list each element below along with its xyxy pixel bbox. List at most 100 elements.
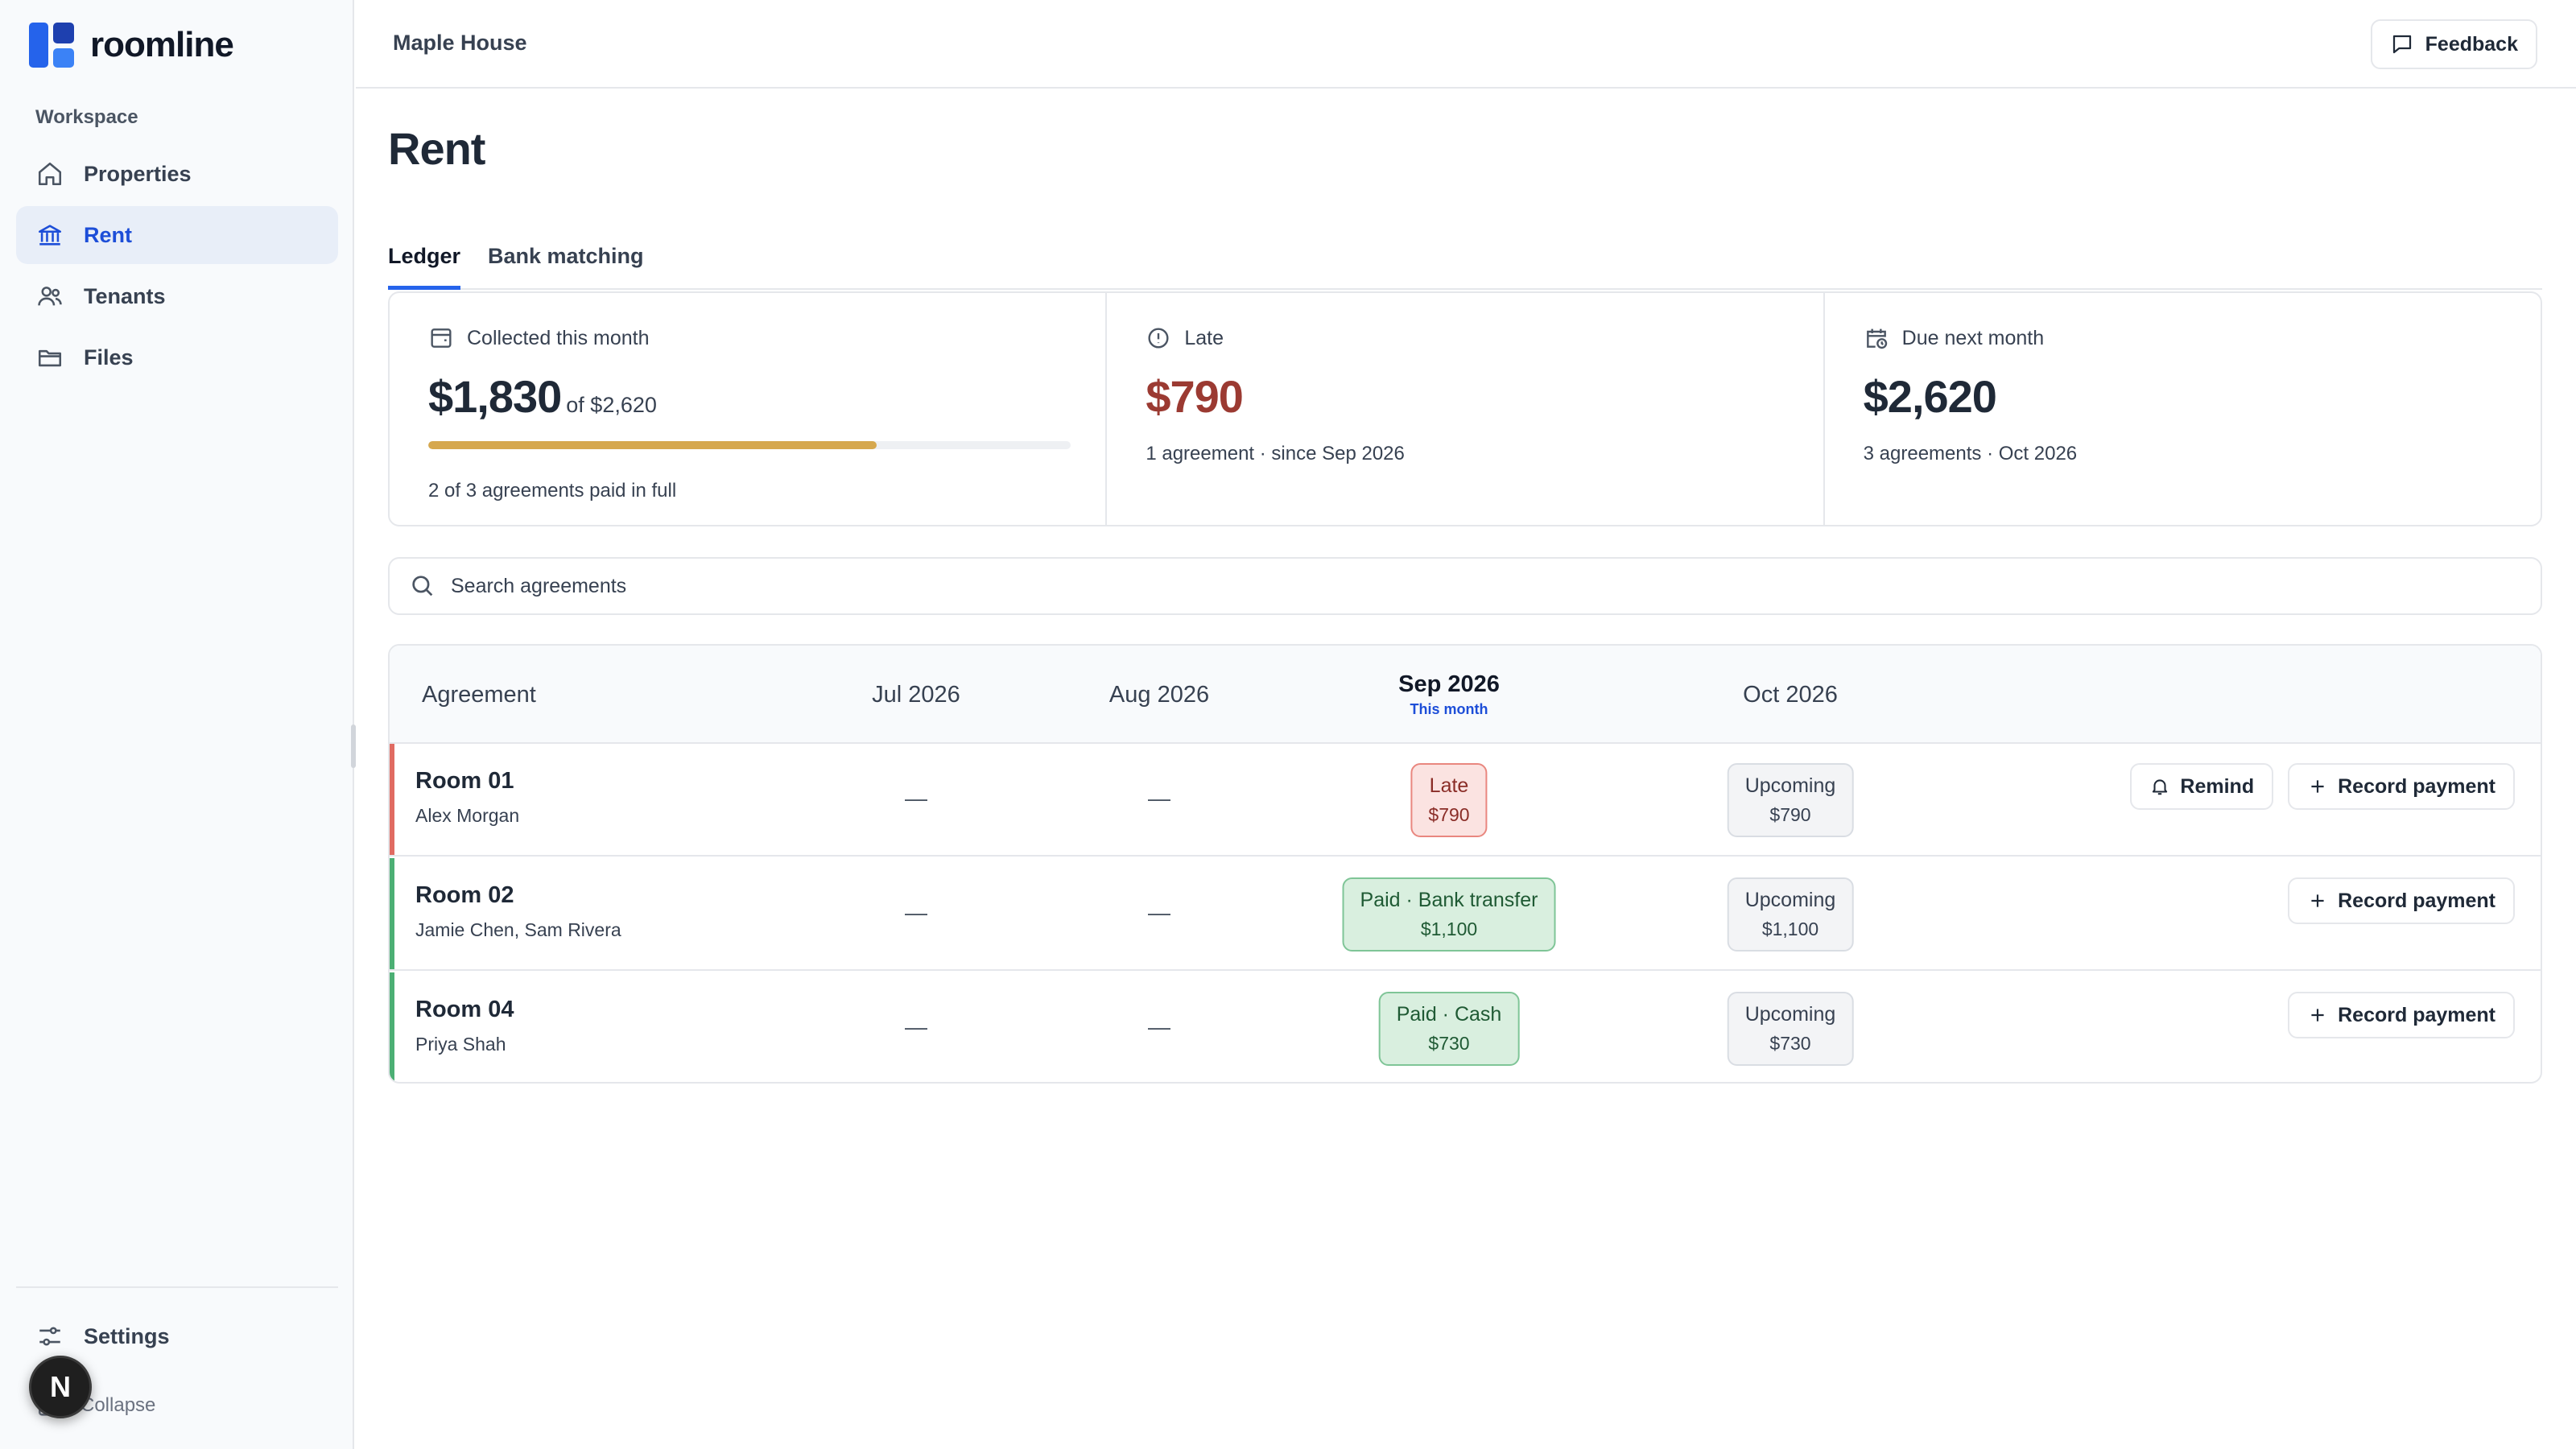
- search-bar: [388, 557, 2542, 615]
- sidebar-item-label: Tenants: [84, 283, 166, 308]
- users-icon: [35, 282, 64, 311]
- brand[interactable]: roomline: [29, 23, 234, 68]
- collapse-label: Collapse: [80, 1394, 156, 1416]
- search-input[interactable]: [451, 574, 2383, 598]
- sidebar-item-label: Settings: [84, 1323, 170, 1348]
- plus-icon: [2311, 1009, 2324, 1022]
- stat-value: $790: [1146, 371, 1244, 422]
- bell-icon: [2153, 779, 2168, 795]
- column-header-sep: Sep 2026 This month: [1398, 671, 1500, 717]
- stat-subtext: 2 of 3 agreements paid in full: [428, 480, 677, 502]
- tab-bank-matching[interactable]: Bank matching: [488, 244, 644, 268]
- record-payment-button[interactable]: Record payment: [2288, 763, 2515, 810]
- sidebar: roomline Workspace Properties Rent Tenan…: [0, 0, 356, 1449]
- stat-value: $2,620: [1863, 371, 1997, 422]
- status-badge-paid[interactable]: Paid · Cash $730: [1378, 992, 1520, 1066]
- empty-cell-aug: —: [1148, 786, 1170, 811]
- empty-cell-aug: —: [1148, 900, 1170, 925]
- empty-cell-jul: —: [905, 1014, 927, 1039]
- wallet-icon: [431, 328, 452, 348]
- row-actions: Remind Record payment: [2116, 763, 2515, 810]
- status-badge-upcoming[interactable]: Upcoming $730: [1727, 992, 1854, 1066]
- feedback-button[interactable]: Feedback: [2370, 19, 2537, 69]
- plus-icon: [2311, 894, 2324, 907]
- progress-fill: [428, 441, 877, 449]
- folder-icon: [35, 343, 64, 372]
- column-header-oct: Oct 2026: [1743, 681, 1838, 708]
- sidebar-item-files[interactable]: Files: [16, 328, 338, 386]
- home-icon: [35, 159, 64, 188]
- row-actions: Record payment: [2273, 877, 2515, 924]
- page-title: Rent: [388, 123, 485, 174]
- remind-button[interactable]: Remind: [2130, 763, 2274, 810]
- table-row[interactable]: Room 02 Jamie Chen, Sam Rivera — — Paid …: [390, 858, 2541, 971]
- status-badge-upcoming[interactable]: Upcoming $1,100: [1727, 877, 1854, 952]
- stat-label: Due next month: [1864, 325, 2044, 351]
- sidebar-item-properties[interactable]: Properties: [16, 145, 338, 203]
- record-payment-button[interactable]: Record payment: [2288, 877, 2515, 924]
- calendar-clock-icon: [1866, 328, 1887, 349]
- room-name: Room 04: [415, 997, 514, 1022]
- sidebar-resize-handle[interactable]: [351, 724, 356, 768]
- stat-subtext: 1 agreement · since Sep 2026: [1146, 443, 1405, 464]
- collection-progress-bar: [428, 441, 1071, 449]
- stat-label: Collected this month: [428, 325, 650, 351]
- room-name: Room 02: [415, 882, 514, 908]
- stat-due-next-month: Due next month $2,620 3 agreements · Oct…: [1825, 293, 2541, 525]
- sidebar-item-rent[interactable]: Rent: [16, 206, 338, 264]
- status-badge-upcoming[interactable]: Upcoming $790: [1727, 763, 1854, 837]
- this-month-label: This month: [1410, 701, 1488, 717]
- row-status-bar: [390, 858, 394, 969]
- stat-of-total: of $2,620: [566, 393, 657, 417]
- main-content: Rent Ledger Bank matching Collected this…: [356, 89, 2576, 1449]
- room-name: Room 01: [415, 768, 514, 794]
- row-status-bar: [390, 744, 394, 855]
- tenant-names: Jamie Chen, Sam Rivera: [415, 919, 621, 940]
- roomline-logo-icon: [29, 23, 74, 68]
- avatar[interactable]: N: [29, 1356, 92, 1418]
- stats-panel: Collected this month $1,830 of $2,620 2 o…: [388, 291, 2542, 526]
- empty-cell-jul: —: [905, 786, 927, 811]
- sidebar-item-tenants[interactable]: Tenants: [16, 267, 338, 325]
- column-header-agreement: Agreement: [422, 681, 536, 708]
- tenant-names: Alex Morgan: [415, 805, 520, 826]
- breadcrumb[interactable]: Maple House: [393, 31, 527, 55]
- alert-circle-icon: [1148, 328, 1169, 349]
- sidebar-divider: [16, 1286, 338, 1288]
- status-badge-late[interactable]: Late $790: [1410, 763, 1488, 837]
- sidebar-item-settings[interactable]: Settings: [16, 1307, 338, 1365]
- tabs: Ledger Bank matching: [388, 233, 2542, 290]
- table-header: Agreement Jul 2026 Aug 2026 Sep 2026 Thi…: [390, 646, 2541, 744]
- sidebar-nav: Properties Rent Tenants Files: [16, 145, 338, 390]
- record-payment-button[interactable]: Record payment: [2288, 992, 2515, 1038]
- agreements-table: Agreement Jul 2026 Aug 2026 Sep 2026 Thi…: [388, 644, 2542, 1084]
- column-header-jul: Jul 2026: [872, 681, 960, 708]
- status-badge-paid[interactable]: Paid · Bank transfer $1,100: [1342, 877, 1556, 952]
- stat-label: Late: [1146, 325, 1224, 351]
- stat-subtext: 3 agreements · Oct 2026: [1863, 443, 2078, 464]
- sidebar-section-label: Workspace: [35, 106, 138, 128]
- tab-ledger[interactable]: Ledger: [388, 233, 461, 290]
- message-icon: [2392, 35, 2411, 54]
- sliders-icon: [35, 1322, 64, 1351]
- sidebar-item-label: Properties: [84, 161, 192, 186]
- empty-cell-aug: —: [1148, 1014, 1170, 1039]
- feedback-label: Feedback: [2425, 32, 2518, 56]
- empty-cell-jul: —: [905, 900, 927, 925]
- column-header-aug: Aug 2026: [1108, 681, 1210, 708]
- collapse-button[interactable]: Collapse: [35, 1391, 155, 1420]
- stat-value: $1,830 of $2,620: [428, 371, 657, 422]
- table-row[interactable]: Room 04 Priya Shah — — Paid · Cash $730 …: [390, 972, 2541, 1082]
- sidebar-item-label: Files: [84, 345, 134, 369]
- stat-late: Late $790 1 agreement · since Sep 2026: [1107, 293, 1825, 525]
- sidebar-item-label: Rent: [84, 222, 132, 247]
- brand-name: roomline: [90, 25, 234, 64]
- tenant-names: Priya Shah: [415, 1034, 506, 1055]
- bank-icon: [35, 221, 64, 250]
- search-icon: [412, 576, 433, 597]
- row-status-bar: [390, 972, 394, 1082]
- plus-icon: [2311, 780, 2324, 793]
- top-header: Maple House Feedback: [356, 0, 2576, 89]
- table-row[interactable]: Room 01 Alex Morgan — — Late $790 Upcomi…: [390, 744, 2541, 857]
- stat-collected: Collected this month $1,830 of $2,620 2 o…: [390, 293, 1108, 525]
